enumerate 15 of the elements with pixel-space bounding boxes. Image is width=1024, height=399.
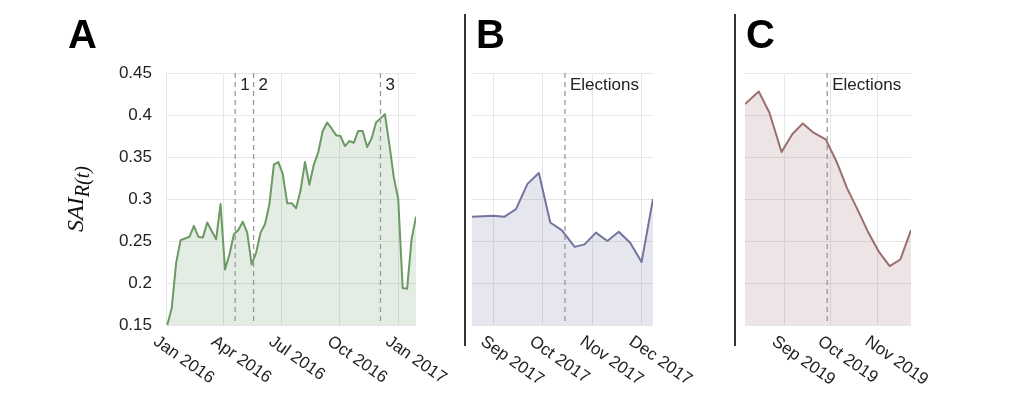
ref-line-label: 1 <box>240 74 250 94</box>
chart-title: C <box>746 12 775 57</box>
y-tick-label: 0.25 <box>118 230 152 250</box>
y-tick-label: 0.4 <box>128 104 152 124</box>
y-tick-label: 0.35 <box>118 146 152 166</box>
chart-title: A <box>68 12 97 57</box>
chart-title: B <box>476 12 505 57</box>
ref-line-label: 3 <box>385 74 395 94</box>
y-tick-label: 0.45 <box>118 62 152 82</box>
y-tick-label: 0.15 <box>118 314 152 334</box>
y-tick-label: 0.2 <box>128 272 152 292</box>
ref-line-label: Elections <box>832 74 902 94</box>
y-tick-label: 0.3 <box>128 188 152 208</box>
ref-line-label: Elections <box>569 74 639 94</box>
ref-line-label: 2 <box>258 74 269 94</box>
